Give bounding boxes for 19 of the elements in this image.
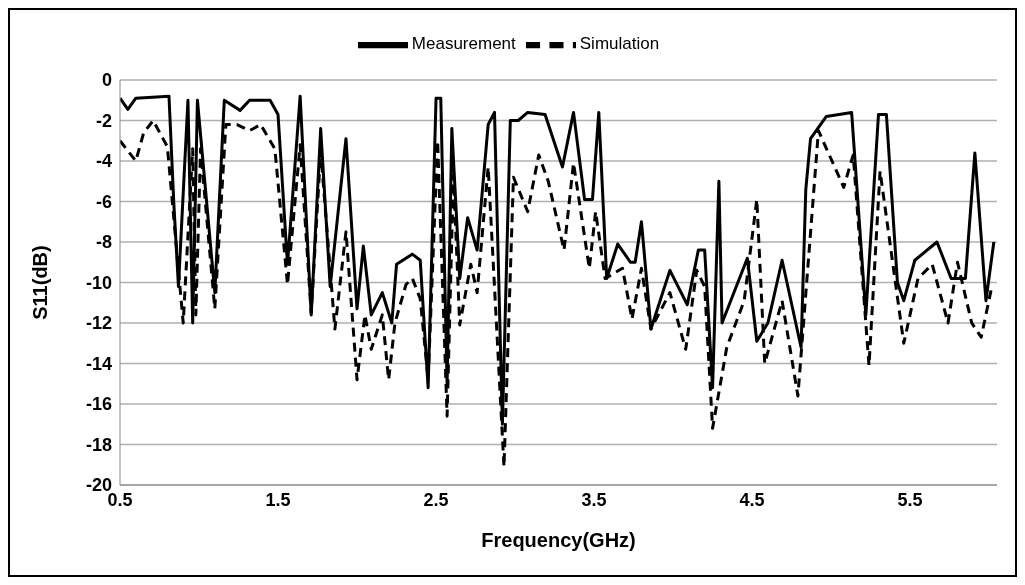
x-tick-label: 1.5 [265, 489, 291, 510]
y-tick-label: -2 [95, 110, 112, 131]
y-tick-label: -14 [85, 353, 112, 374]
y-tick-label: -18 [85, 434, 112, 455]
x-tick-label: 5.5 [897, 489, 923, 510]
y-tick-label: -8 [95, 232, 112, 253]
y-axis-title: S11(dB) [29, 245, 52, 320]
x-axis-title: Frequency(GHz) [481, 529, 636, 551]
y-tick-label: -16 [85, 394, 112, 415]
y-tick-label: 0 [101, 70, 112, 91]
y-tick-label: -10 [85, 272, 112, 293]
legend-label: Measurement [411, 34, 516, 54]
x-tick-label: 4.5 [739, 489, 765, 510]
y-tick-label: -12 [85, 313, 112, 334]
legend-label: Simulation [579, 34, 660, 54]
y-tick-label: -6 [95, 191, 112, 212]
y-tick-label: -4 [95, 151, 112, 172]
x-tick-label: 2.5 [423, 489, 449, 510]
x-tick-label: 3.5 [581, 489, 607, 510]
